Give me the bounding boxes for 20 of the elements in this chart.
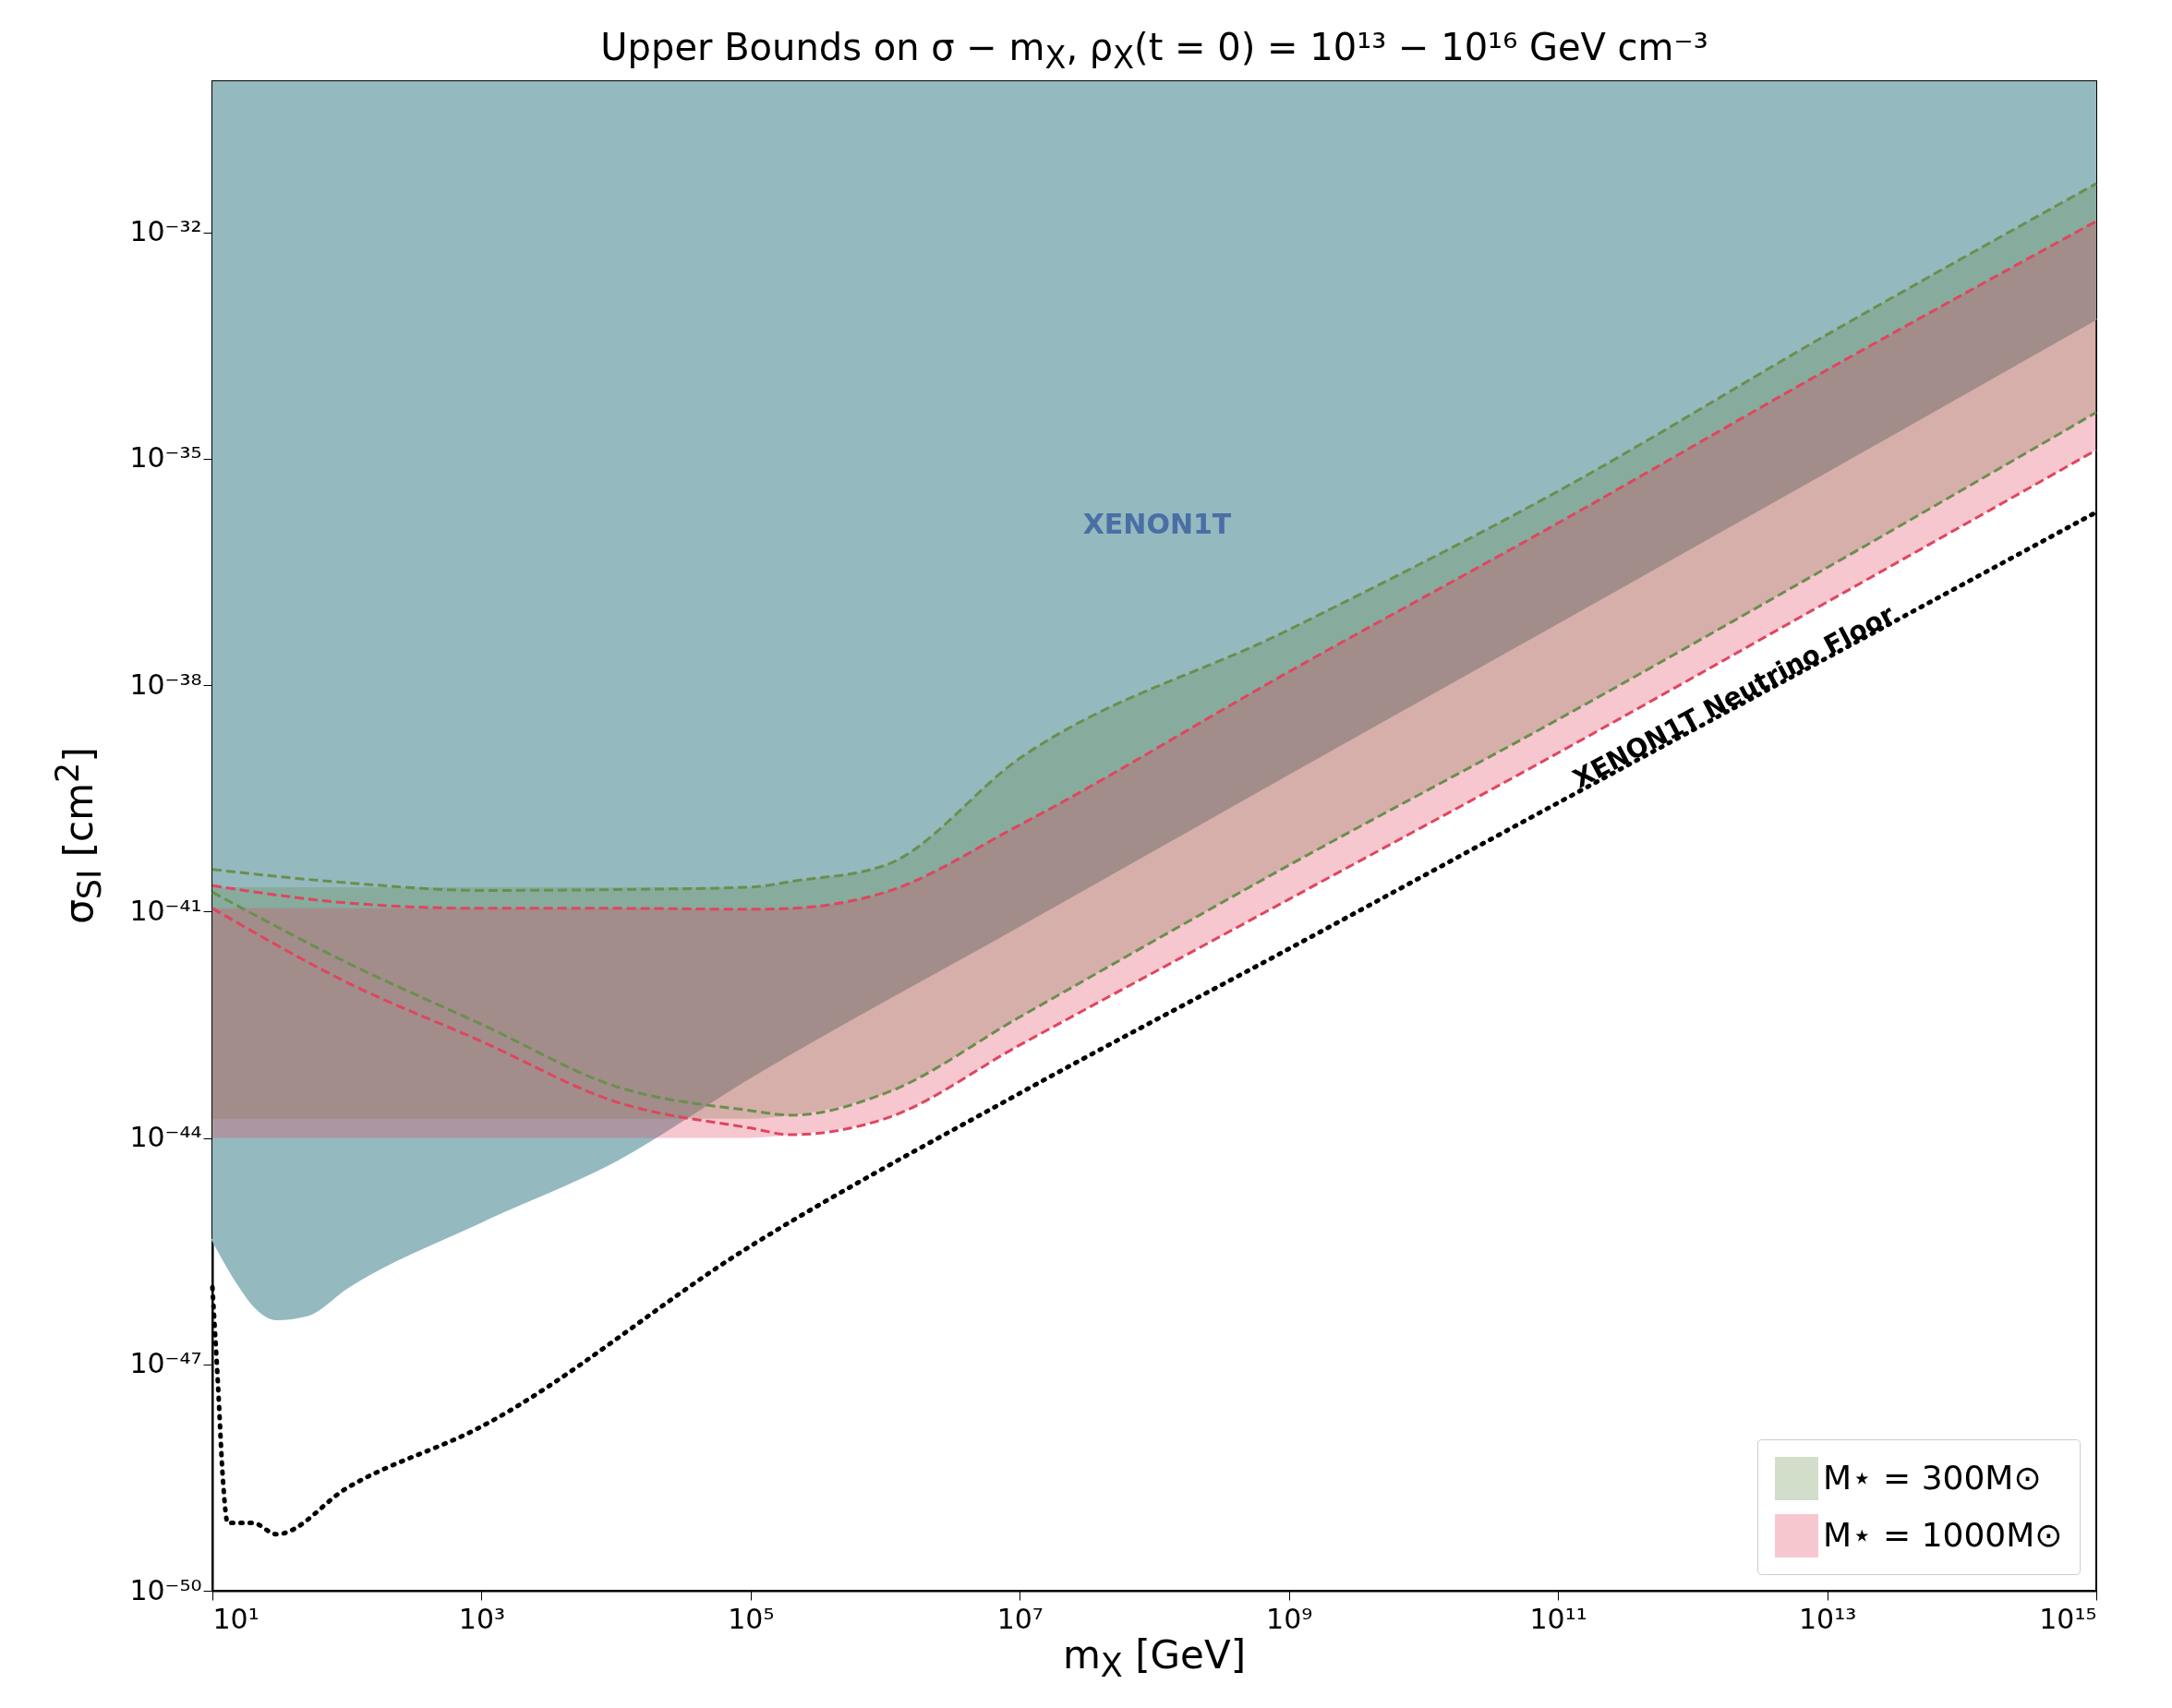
x-tick-label: 10⁹ (1266, 1602, 1313, 1635)
x-tick-label: 10¹¹ (1529, 1602, 1587, 1635)
x-tick-label: 10¹⁵ (2039, 1602, 2097, 1635)
y-tick-label: 10⁻³⁵ (129, 441, 202, 475)
y-tick-label: 10⁻⁴⁷ (129, 1347, 202, 1380)
x-tick-label: 10⁷ (996, 1602, 1044, 1635)
legend-label: M⋆ = 300M⊙ (1823, 1458, 2042, 1497)
x-tick-label: 10¹³ (1798, 1602, 1857, 1635)
y-tick-label: 10⁻³⁸ (129, 668, 202, 701)
x-tick-label: 10⁵ (728, 1602, 775, 1635)
y-tick-label: 10⁻⁵⁰ (129, 1573, 202, 1606)
y-tick-label: 10⁻³² (129, 215, 202, 247)
chart-title: Upper Bounds on σ − m$_{X}$, ρ$_{X}$(t = 0) = 10¹³ − 10¹⁶ GeV cm⁻³ (599, 26, 1709, 76)
x-tick-label: 10³ (458, 1602, 506, 1635)
x-axis-title: m$_{X}$ [GeV] (1062, 1632, 1247, 1685)
legend-label: M⋆ = 1000M⊙ (1823, 1515, 2063, 1554)
y-tick-label: 10⁻⁴⁴ (129, 1121, 202, 1153)
y-tick-label: 10⁻⁴¹ (129, 894, 202, 927)
x-tick-label: 10¹ (212, 1602, 259, 1635)
annotation: XENON1T (1082, 508, 1232, 540)
